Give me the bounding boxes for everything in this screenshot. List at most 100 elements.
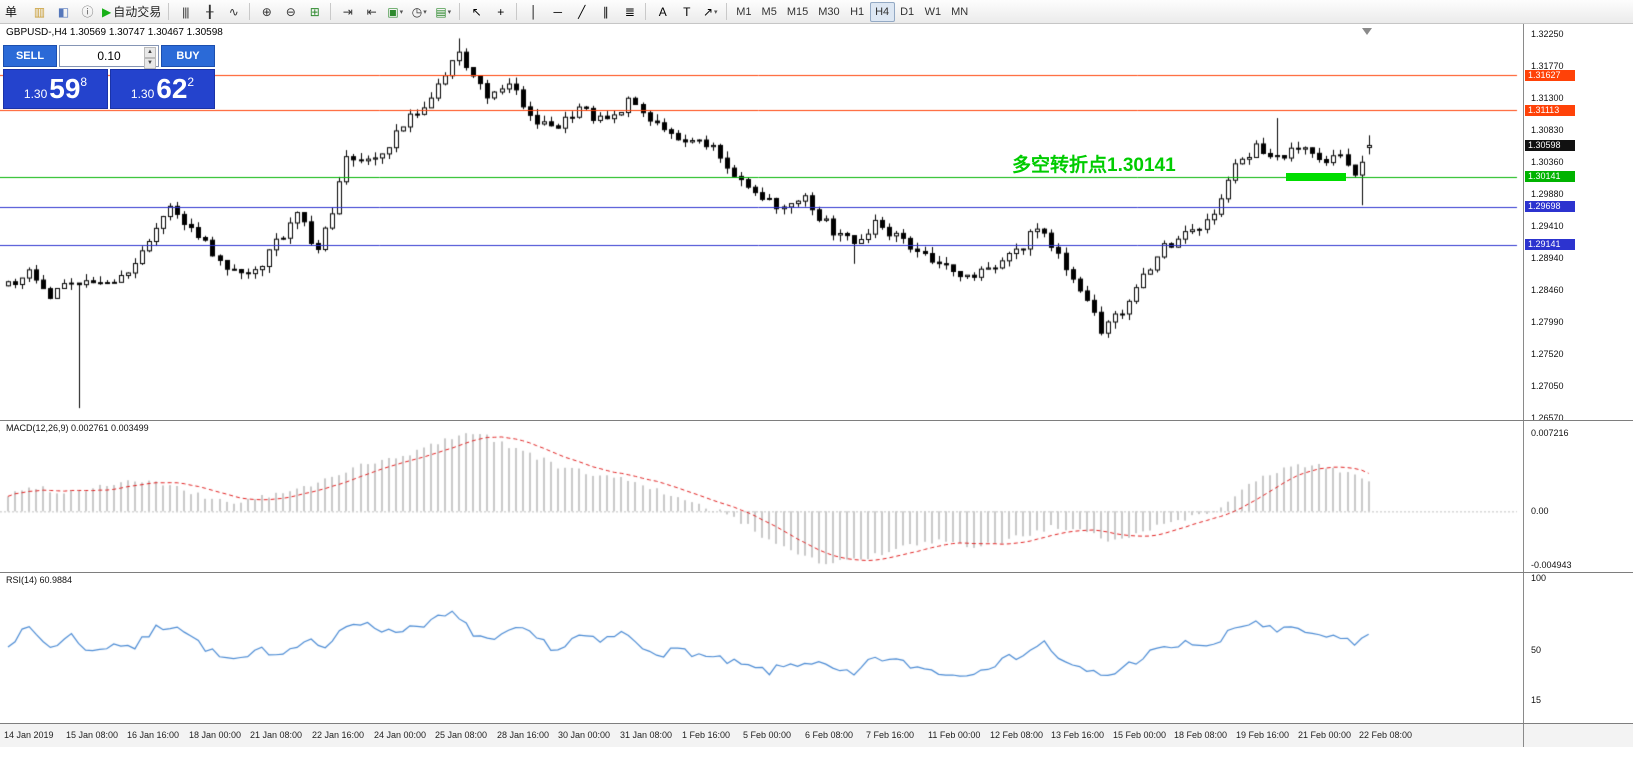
crosshair-icon[interactable]: + <box>497 4 504 19</box>
lot-increase-icon[interactable]: ▲ <box>144 47 156 58</box>
time-axis-label: 21 Feb 00:00 <box>1298 730 1352 740</box>
price-axis-label: 1.28940 <box>1531 253 1564 263</box>
tile-windows-icon[interactable]: ⊞ <box>309 4 320 19</box>
candlestick-chart-icon[interactable]: ╂ <box>206 4 213 19</box>
time-axis-label: 1 Feb 16:00 <box>682 730 731 740</box>
price-axis-separator <box>1523 24 1524 420</box>
menu-label[interactable]: 单 <box>5 5 18 19</box>
time-axis-label: 19 Feb 16:00 <box>1236 730 1290 740</box>
buy-price-big: 62 <box>156 73 188 104</box>
price-axis-separator <box>1523 724 1524 747</box>
toolbar-separator <box>330 3 332 20</box>
timeframe-button-m30[interactable]: M30 <box>818 5 840 18</box>
timeframe-button-h1[interactable]: H1 <box>850 5 865 18</box>
rsi-axis-label: 15 <box>1531 695 1542 705</box>
time-axis-label: 15 Feb 00:00 <box>1113 730 1167 740</box>
zoom-in-icon[interactable]: ⊕ <box>261 4 272 19</box>
candlestick-chart-canvas[interactable] <box>0 24 1523 420</box>
rsi-axis-label: 100 <box>1531 573 1547 583</box>
one-click-trading-panel: SELL 0.10 ▲ ▼ BUY 1.30 59 8 1.30 <box>3 45 215 109</box>
toolbar-separator <box>459 3 461 20</box>
timeframe-button-d1[interactable]: D1 <box>900 5 915 18</box>
time-axis-label: 7 Feb 16:00 <box>866 730 915 740</box>
zoom-out-icon[interactable]: ⊖ <box>285 4 296 19</box>
fibonacci-icon[interactable]: ≣ <box>624 4 635 19</box>
price-axis-label: 1.31300 <box>1531 93 1564 103</box>
trendline-icon[interactable]: ╱ <box>578 4 585 19</box>
text-icon[interactable]: A <box>658 4 667 19</box>
time-axis-label: 13 Feb 16:00 <box>1051 730 1105 740</box>
auto-scroll-icon[interactable]: ⇥ <box>342 4 353 19</box>
chart-shift-marker[interactable] <box>1362 28 1372 35</box>
price-axis-separator <box>1523 573 1524 723</box>
toolbar-separator <box>645 3 647 20</box>
line-chart-icon[interactable]: ∿ <box>228 4 239 19</box>
toolbar-separator <box>726 3 728 20</box>
toolbar: 单 ▥ ◧ ⓘ ▶ 自动交易 ||| ╂ ∿ ⊕ ⊖ ⊞ ⇥ ⇤ ▣ ▾ ◷ ▾ ▤ ▾ ↖ + │ ─ ╱ ∥ ≣ A T ↗ ▾ M1 M… <box>0 0 1633 24</box>
rsi-pane[interactable]: RSI(14) 60.9884 100 50 15 <box>0 572 1633 723</box>
toolbar-separator <box>168 3 170 20</box>
metaeditor-icon[interactable]: ◧ <box>57 4 69 19</box>
timeframe-button-m15[interactable]: M15 <box>786 5 809 18</box>
horizontal-line-icon[interactable]: ─ <box>553 4 562 19</box>
timeframe-button-w1[interactable]: W1 <box>924 5 942 18</box>
sell-button[interactable]: SELL <box>3 45 57 67</box>
rsi-chart-canvas[interactable] <box>0 573 1523 723</box>
time-axis-label: 28 Jan 16:00 <box>497 730 550 740</box>
time-axis-label: 12 Feb 08:00 <box>990 730 1044 740</box>
arrows-icon[interactable]: ↗ ▾ <box>702 4 718 19</box>
sell-price-prefix: 1.30 <box>23 87 48 101</box>
lot-size-field[interactable]: 0.10 ▲ ▼ <box>59 45 159 69</box>
new-order-icon[interactable]: ▥ <box>33 4 45 19</box>
pivot-highlight-segment <box>1286 173 1346 181</box>
buy-button[interactable]: BUY <box>161 45 215 67</box>
macd-pane[interactable]: MACD(12,26,9) 0.002761 0.003499 0.007216… <box>0 420 1633 572</box>
time-axis-label: 16 Jan 16:00 <box>127 730 180 740</box>
lot-size-value: 0.10 <box>97 49 121 63</box>
time-axis-label: 22 Jan 16:00 <box>312 730 365 740</box>
time-axis-label: 5 Feb 00:00 <box>743 730 792 740</box>
chart-shift-icon[interactable]: ⇤ <box>366 4 377 19</box>
period-icon[interactable]: ◷ ▾ <box>411 4 427 19</box>
price-axis-label: 1.28460 <box>1531 285 1564 295</box>
main-chart-pane[interactable]: GBPUSD-,H4 1.30569 1.30747 1.30467 1.305… <box>0 24 1633 423</box>
timeframe-button-mn[interactable]: MN <box>951 5 969 18</box>
lot-size-stepper[interactable]: ▲ ▼ <box>144 47 156 69</box>
macd-axis-label: 0.007216 <box>1531 428 1569 438</box>
indicators-icon[interactable]: ▤ ▾ <box>435 4 452 19</box>
channel-icon[interactable]: ∥ <box>602 4 609 19</box>
lot-decrease-icon[interactable]: ▼ <box>144 58 156 69</box>
timeframe-button-m1[interactable]: M1 <box>736 5 752 18</box>
chart-ohlc-header: GBPUSD-,H4 1.30569 1.30747 1.30467 1.305… <box>6 27 223 38</box>
price-level-label: 1.31627 <box>1525 70 1575 81</box>
label-icon[interactable]: T <box>683 4 690 19</box>
toolbar-items: ▥ ◧ ⓘ ▶ 自动交易 ||| ╂ ∿ ⊕ ⊖ ⊞ ⇥ ⇤ ▣ ▾ ◷ ▾ ▤ ▾ ↖ + │ ─ ╱ ∥ ≣ A T ↗ ▾ M1 M5 M… <box>27 0 973 24</box>
macd-label: MACD(12,26,9) 0.002761 0.003499 <box>6 423 149 433</box>
time-axis-label: 6 Feb 08:00 <box>805 730 854 740</box>
price-axis-label: 1.31770 <box>1531 61 1564 71</box>
bar-chart-icon[interactable]: ||| <box>182 4 189 19</box>
autotrading-button[interactable]: ▶ 自动交易 <box>102 4 162 19</box>
macd-axis-label: 0.00 <box>1531 506 1549 516</box>
price-level-label: 1.31113 <box>1525 105 1575 116</box>
time-axis[interactable]: 14 Jan 2019 15 Jan 08:00 16 Jan 16:00 18 Ja… <box>0 723 1633 747</box>
buy-price-prefix: 1.30 <box>130 87 155 101</box>
buy-price-pip: 2 <box>187 75 195 89</box>
time-axis-label: 22 Feb 08:00 <box>1359 730 1413 740</box>
sell-price-pip: 8 <box>80 75 88 89</box>
price-level-label: 1.30598 <box>1525 140 1575 151</box>
sell-price-button[interactable]: 1.30 59 8 <box>3 69 108 109</box>
macd-chart-canvas[interactable] <box>0 421 1523 572</box>
vertical-line-icon[interactable]: │ <box>530 4 537 19</box>
new-chart-icon[interactable]: ▣ ▾ <box>387 4 404 19</box>
time-axis-label: 21 Jan 08:00 <box>250 730 303 740</box>
pivot-annotation: 多空转折点1.30141 <box>1012 155 1176 176</box>
cursor-icon[interactable]: ↖ <box>471 4 482 19</box>
buy-price-button[interactable]: 1.30 62 2 <box>110 69 215 109</box>
timeframe-button-m5[interactable]: M5 <box>761 5 777 18</box>
timeframe-button-h4[interactable]: H4 <box>869 1 895 22</box>
time-axis-label: 15 Jan 08:00 <box>66 730 119 740</box>
data-window-icon[interactable]: ⓘ <box>81 4 94 19</box>
price-axis-label: 1.30830 <box>1531 125 1564 135</box>
